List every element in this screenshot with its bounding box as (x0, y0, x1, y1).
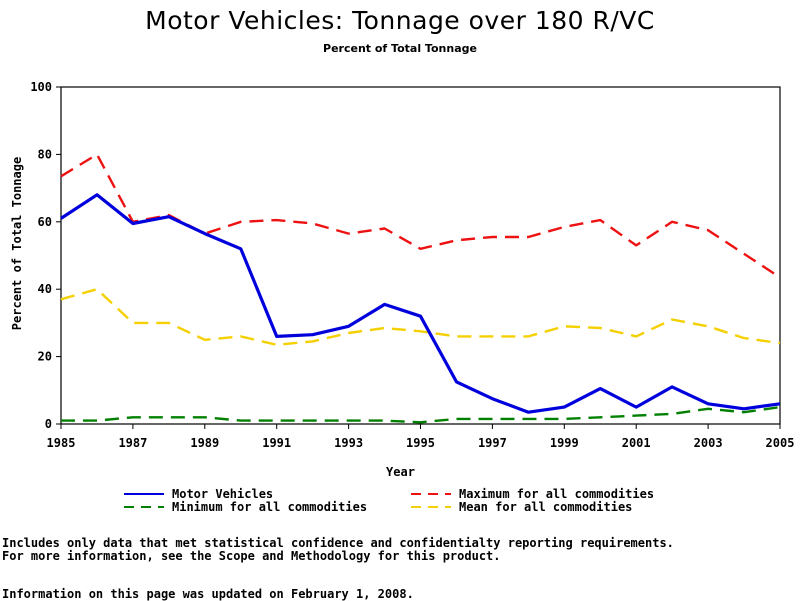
x-tick-label: 1999 (550, 436, 579, 450)
x-tick-label: 1995 (406, 436, 435, 450)
x-tick-label: 1991 (262, 436, 291, 450)
x-tick-label: 1985 (47, 436, 76, 450)
series-line-motor-vehicles (60, 193, 781, 414)
y-tick-label: 80 (38, 147, 52, 161)
series-line-maximum-for-all-commodities (60, 153, 781, 279)
footnote-methodology: For more information, see the Scope and … (2, 549, 501, 563)
x-tick-label: 2001 (622, 436, 651, 450)
plot-frame (60, 86, 781, 425)
footnote-updated: Information on this page was updated on … (2, 587, 414, 601)
y-axis-title: Percent of Total Tonnage (10, 157, 24, 330)
footnote-confidence: Includes only data that met statistical … (2, 536, 674, 550)
chart-title: Motor Vehicles: Tonnage over 180 R/VC (145, 6, 655, 35)
x-tick-label: 1989 (190, 436, 219, 450)
legend-label-motor-vehicles: Motor Vehicles (172, 487, 273, 501)
y-tick-label: 60 (38, 215, 52, 229)
x-tick-label: 2003 (694, 436, 723, 450)
x-tick-label: 1997 (478, 436, 507, 450)
y-tick-label: 20 (38, 350, 52, 364)
y-tick-label: 100 (30, 80, 52, 94)
legend-label-mean-for-all-commodities: Mean for all commodities (459, 500, 632, 514)
x-tick-label: 1987 (118, 436, 147, 450)
series-line-minimum-for-all-commodities (61, 405, 781, 424)
chart-subtitle: Percent of Total Tonnage (323, 42, 477, 55)
x-axis-title: Year (386, 465, 415, 479)
x-tick-label: 1993 (334, 436, 363, 450)
series-line-mean-for-all-commodities (60, 288, 781, 346)
y-tick-label: 40 (38, 282, 52, 296)
legend-label-minimum-for-all-commodities: Minimum for all commodities (172, 500, 367, 514)
x-tick-label: 2005 (766, 436, 795, 450)
legend-label-maximum-for-all-commodities: Maximum for all commodities (459, 487, 654, 501)
y-tick-label: 0 (45, 417, 52, 431)
